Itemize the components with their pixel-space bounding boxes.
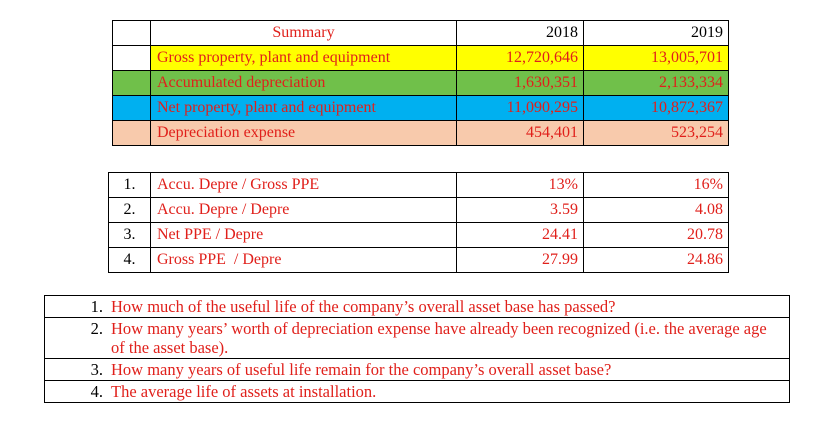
- row-label: Accumulated depreciation: [150, 70, 457, 96]
- year-2018-header: 2018: [456, 20, 584, 46]
- value-2018: 1,630,351: [456, 70, 584, 96]
- value-2019: 13,005,701: [583, 45, 729, 71]
- value-2019: 2,133,334: [583, 70, 729, 96]
- question-number: 4.: [90, 382, 103, 401]
- question-row: 1. How much of the useful life of the com…: [44, 295, 790, 318]
- value-2019: 10,872,367: [583, 95, 729, 121]
- ratio-row: 2. Accu. Depre / Depre 3.59 4.08: [108, 197, 729, 223]
- summary-color-cell: [112, 120, 151, 146]
- question-row: 2. How many years’ worth of depreciation …: [44, 317, 790, 359]
- summary-blank-cell: [112, 20, 151, 46]
- question-cell: 1. How much of the useful life of the com…: [44, 295, 790, 318]
- ratio-2019: 24.86: [583, 247, 729, 273]
- ratio-label: Gross PPE / Depre: [150, 247, 457, 273]
- summary-color-cell: [112, 70, 151, 96]
- ratio-number: 2.: [108, 197, 151, 223]
- ratio-number: 1.: [108, 172, 151, 198]
- summary-color-cell: [112, 95, 151, 121]
- question-row: 3. How many years of useful life remain f…: [44, 358, 790, 381]
- question-cell: 3. How many years of useful life remain f…: [44, 358, 790, 381]
- summary-table: Summary 2018 2019 Gross property, plant …: [112, 20, 729, 146]
- ratio-row: 1. Accu. Depre / Gross PPE 13% 16%: [108, 172, 729, 198]
- value-2018: 454,401: [456, 120, 584, 146]
- ratio-2018: 27.99: [456, 247, 584, 273]
- ratio-2019: 4.08: [583, 197, 729, 223]
- value-2018: 11,090,295: [456, 95, 584, 121]
- ratio-number: 4.: [108, 247, 151, 273]
- ratio-table: 1. Accu. Depre / Gross PPE 13% 16% 2. Ac…: [108, 172, 729, 273]
- question-cell: 4. The average life of assets at installa…: [44, 380, 790, 403]
- summary-row-net-ppe: Net property, plant and equipment 11,090…: [112, 95, 729, 121]
- ratio-label: Accu. Depre / Depre: [150, 197, 457, 223]
- ratio-number: 3.: [108, 222, 151, 248]
- row-label: Gross property, plant and equipment: [150, 45, 457, 71]
- question-cell: 2. How many years’ worth of depreciation …: [44, 317, 790, 359]
- value-2019: 523,254: [583, 120, 729, 146]
- ratio-row: 4. Gross PPE / Depre 27.99 24.86: [108, 247, 729, 273]
- summary-row-accum-depreciation: Accumulated depreciation 1,630,351 2,133…: [112, 70, 729, 96]
- summary-header-row: Summary 2018 2019: [112, 20, 729, 46]
- question-text: How many years of useful life remain for…: [111, 360, 612, 379]
- question-text: The average life of assets at installati…: [111, 382, 377, 401]
- summary-blank-cell: [112, 45, 151, 71]
- ratio-label: Accu. Depre / Gross PPE: [150, 172, 457, 198]
- ratio-2018: 13%: [456, 172, 584, 198]
- questions-table: 1. How much of the useful life of the com…: [44, 295, 790, 403]
- question-number: 1.: [90, 297, 103, 316]
- question-row: 4. The average life of assets at installa…: [44, 380, 790, 403]
- value-2018: 12,720,646: [456, 45, 584, 71]
- ratio-2019: 20.78: [583, 222, 729, 248]
- ratio-row: 3. Net PPE / Depre 24.41 20.78: [108, 222, 729, 248]
- year-2019-header: 2019: [583, 20, 729, 46]
- question-text: How much of the useful life of the compa…: [111, 297, 616, 316]
- summary-row-gross-ppe: Gross property, plant and equipment 12,7…: [112, 45, 729, 71]
- row-label: Depreciation expense: [150, 120, 457, 146]
- ratio-2019: 16%: [583, 172, 729, 198]
- summary-row-depreciation-expense: Depreciation expense 454,401 523,254: [112, 120, 729, 146]
- ratio-2018: 24.41: [456, 222, 584, 248]
- row-label: Net property, plant and equipment: [150, 95, 457, 121]
- ratio-2018: 3.59: [456, 197, 584, 223]
- summary-title: Summary: [150, 20, 457, 46]
- question-number: 2.: [90, 319, 103, 338]
- ratio-label: Net PPE / Depre: [150, 222, 457, 248]
- question-number: 3.: [90, 360, 103, 379]
- question-text: How many years’ worth of depreciation ex…: [111, 319, 767, 357]
